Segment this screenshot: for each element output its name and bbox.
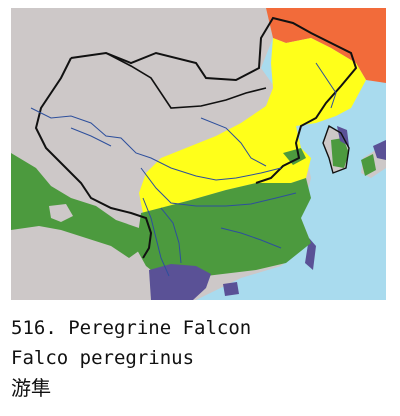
country-border: [34, 16, 358, 259]
species-scientific-name: Falco peregrinus: [11, 347, 195, 369]
range-map: [11, 8, 386, 300]
winter-range-shandong: [283, 148, 306, 165]
species-chinese-name: 游隼: [11, 376, 51, 400]
passage-range-area: [149, 264, 211, 300]
species-number-name: 516. Peregrine Falcon: [11, 317, 252, 339]
winter-range-korea: [331, 138, 349, 168]
taiwan-land: [305, 238, 316, 270]
korea-border: [322, 124, 350, 174]
rivers: [30, 62, 337, 277]
non-range-patch: [49, 204, 73, 222]
inner-border: [105, 52, 267, 109]
resident-range-area: [139, 38, 366, 213]
winter-range-japan: [361, 154, 376, 176]
winter-range-west: [11, 153, 143, 258]
passage-range-japan: [373, 140, 386, 160]
hainan-land: [223, 282, 239, 296]
